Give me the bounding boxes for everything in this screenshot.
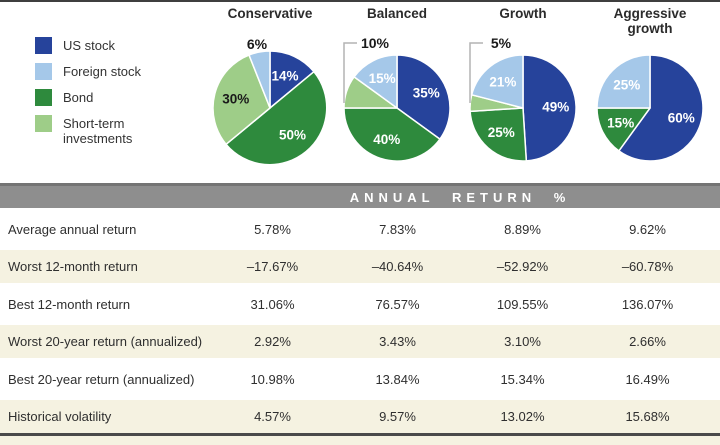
cell-value: 31.06% (250, 296, 295, 312)
slice-label: 6% (247, 36, 268, 52)
row-label: Best 12-month return (8, 296, 131, 312)
pie-title: Growth (499, 6, 547, 21)
cell-value: 5.78% (254, 221, 291, 237)
pie-chart: 60% 15% 25% (596, 54, 704, 162)
pie-slice (522, 54, 577, 162)
pie-title: Balanced (366, 6, 428, 21)
pie-slice (469, 107, 528, 162)
cell-value: 76.57% (375, 296, 420, 312)
slice-label: 14% (271, 69, 298, 84)
slice-label: 15% (607, 115, 634, 130)
cell-value: 8.89% (504, 221, 541, 237)
cell-value: 9.62% (629, 221, 666, 237)
cell-value: 9.57% (379, 409, 416, 424)
legend-swatch-icon (35, 63, 52, 80)
cell-value: –17.67% (246, 259, 299, 274)
slice-label: 10% (361, 35, 390, 51)
cell-value: 2.66% (629, 334, 666, 349)
pie-chart-block: Conservative 14% 50% 30% 6% (198, 2, 342, 185)
pie-slice (212, 54, 271, 146)
cell-value: 16.49% (625, 371, 670, 387)
slice-label: 30% (222, 92, 249, 107)
pie-title: Conservative (227, 6, 313, 21)
cell-value: 3.43% (379, 334, 416, 349)
table-row: Historical volatility 4.57% 9.57% 13.02% 15.… (0, 400, 720, 433)
cell-value: 15.68% (625, 409, 670, 424)
pie-chart-block: Balanced 35% 40% 10% 15% (325, 2, 469, 185)
slice-label: 60% (668, 111, 695, 126)
cell-value: 136.07% (621, 296, 674, 312)
legend-item: Bond (35, 89, 183, 106)
legend-item: Short-term investments (35, 115, 183, 146)
slice-label: 21% (489, 75, 516, 90)
cell-value: 10.98% (250, 371, 295, 387)
slice-label: 15% (369, 71, 396, 86)
cell-value: 7.83% (379, 221, 416, 237)
cell-value: 15.34% (500, 371, 545, 387)
pie-chart-block: Aggressive growth 60% 15% 25% (578, 2, 720, 185)
cell-value: 4.57% (254, 409, 291, 424)
chart-section: US stock Foreign stock Bond Short-term inve… (0, 0, 720, 183)
cell-value: –52.92% (496, 259, 549, 274)
bottom-divider (0, 433, 720, 445)
cell-value: 13.02% (500, 409, 545, 424)
annual-return-header-bar: ANNUAL RETURN % (0, 183, 720, 208)
pie-chart: 14% 50% 30% 6% (212, 36, 328, 166)
slice-label: 25% (488, 125, 515, 140)
slice-label: 40% (373, 132, 400, 147)
cell-value: 13.84% (375, 371, 420, 387)
slice-label: 35% (413, 86, 440, 101)
annual-return-title: ANNUAL RETURN % (349, 189, 571, 205)
legend-swatch-icon (35, 115, 52, 132)
pie-slice (470, 54, 524, 109)
pie-slice (596, 54, 651, 109)
legend-swatch-icon (35, 37, 52, 54)
cell-value: 3.10% (504, 334, 541, 349)
pie-slice (248, 50, 271, 109)
pie-title: Aggressive growth (613, 6, 687, 36)
row-label: Historical volatility (8, 409, 112, 424)
pie-slice (396, 54, 451, 140)
legend-label: US stock (63, 38, 116, 53)
pie-slice (225, 70, 328, 166)
pie-slice (618, 54, 704, 162)
table-row: Worst 20-year return (annualized) 2.92% 3.… (0, 325, 720, 358)
cell-value: –40.64% (371, 259, 424, 274)
legend-label: Bond (63, 90, 94, 105)
legend-swatch-icon (35, 89, 52, 106)
legend-item: US stock (35, 37, 183, 54)
pie-slice (596, 107, 651, 152)
row-label: Average annual return (8, 221, 137, 237)
table-row: Best 12-month return 31.06% 76.57% 109.55% 1… (0, 283, 720, 325)
row-label: Worst 12-month return (8, 259, 138, 274)
legend-label: Foreign stock (63, 64, 142, 79)
slice-label: 50% (279, 128, 306, 143)
table-row: Average annual return 5.78% 7.83% 8.89% 9.62… (0, 208, 720, 250)
pie-slice (343, 107, 441, 162)
pie-chart-block: Growth 49% 25% 5% 21% (451, 2, 595, 185)
legend: US stock Foreign stock Bond Short-term inve… (35, 37, 183, 146)
row-label: Worst 20-year return (annualized) (8, 334, 203, 349)
row-label: Best 20-year return (annualized) (8, 371, 195, 387)
pie-slice (353, 54, 398, 109)
callout-line (469, 42, 483, 103)
cell-value: 109.55% (496, 296, 549, 312)
pie-chart: 35% 40% 10% 15% (343, 35, 451, 162)
table-row: Worst 12-month return –17.67% –40.64% –52.9… (0, 250, 720, 283)
callout-line (343, 42, 357, 103)
cell-value: 2.92% (254, 334, 291, 349)
legend-item: Foreign stock (35, 63, 183, 80)
returns-table: Average annual return 5.78% 7.83% 8.89% 9.62… (0, 208, 720, 433)
slice-label: 49% (542, 100, 569, 115)
legend-label: Short-term investments (63, 116, 133, 146)
table-row: Best 20-year return (annualized) 10.98% 13… (0, 358, 720, 400)
pie-chart: 49% 25% 5% 21% (469, 35, 577, 162)
cell-value: –60.78% (621, 259, 674, 274)
slice-label: 25% (613, 77, 640, 92)
slice-label: 5% (491, 35, 512, 51)
